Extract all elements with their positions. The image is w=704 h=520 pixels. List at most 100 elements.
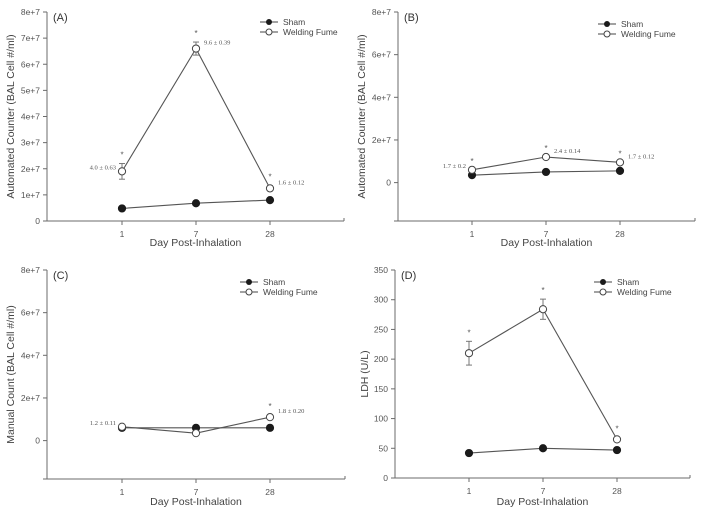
significance-star: * bbox=[470, 157, 473, 166]
legend-marker-welding-fume bbox=[265, 28, 273, 36]
y-tick-label: 4e+7 bbox=[21, 112, 40, 122]
legend-label: Sham bbox=[617, 277, 639, 287]
y-tick-label: 100 bbox=[374, 414, 388, 424]
data-point-welding-fume bbox=[541, 152, 551, 162]
x-tick-label: 28 bbox=[615, 229, 625, 239]
x-tick-label: 7 bbox=[194, 229, 199, 239]
panel-label: (A) bbox=[53, 12, 68, 24]
x-tick-label: 28 bbox=[612, 486, 622, 496]
value-annotation: 1.7 ± 0.2 bbox=[443, 163, 466, 170]
data-point-welding-fume bbox=[265, 184, 275, 193]
y-tick-label: 350 bbox=[374, 265, 388, 275]
y-tick-label: 300 bbox=[374, 295, 388, 305]
legend-label: Welding Fume bbox=[617, 287, 672, 297]
significance-star: * bbox=[615, 425, 618, 434]
y-tick-label: 2e+7 bbox=[21, 393, 40, 403]
y-tick-label: 8e+7 bbox=[372, 7, 391, 17]
significance-star: * bbox=[268, 402, 271, 411]
y-tick-label: 4e+7 bbox=[372, 92, 391, 102]
y-tick-label: 6e+7 bbox=[372, 50, 391, 60]
y-tick-label: 8e+7 bbox=[21, 7, 40, 17]
data-point-sham bbox=[538, 444, 548, 453]
data-point-welding-fume bbox=[265, 413, 275, 422]
x-tick-label: 7 bbox=[194, 487, 199, 497]
value-annotation: 1.6 ± 0.12 bbox=[278, 179, 304, 186]
x-tick-label: 7 bbox=[541, 486, 546, 496]
value-annotation: 9.6 ± 0.39 bbox=[204, 40, 230, 47]
legend-marker-welding-fume bbox=[245, 288, 253, 296]
y-tick-label: 0 bbox=[383, 473, 388, 483]
x-tick-label: 1 bbox=[470, 229, 475, 239]
y-tick-label: 0 bbox=[35, 436, 40, 446]
value-annotation: 1.7 ± 0.12 bbox=[628, 153, 654, 160]
data-point-welding-fume bbox=[467, 165, 477, 174]
y-tick-label: 250 bbox=[374, 324, 388, 334]
legend-label: Welding Fume bbox=[621, 29, 676, 39]
data-point-welding-fume bbox=[612, 435, 622, 444]
data-point-sham bbox=[265, 423, 275, 432]
panel-label: (B) bbox=[404, 12, 419, 24]
chart-panel-d: 0 50 100 150 200 250 300 350 1 7 28 Day Post-Inhala… bbox=[359, 265, 691, 508]
y-tick-label: 150 bbox=[374, 384, 388, 394]
data-point-sham bbox=[612, 445, 622, 455]
data-point-welding-fume bbox=[117, 167, 127, 176]
data-point-sham bbox=[615, 166, 625, 175]
significance-star: * bbox=[268, 173, 271, 182]
y-tick-label: 2e+7 bbox=[372, 135, 391, 145]
y-tick-label: 4e+7 bbox=[21, 350, 40, 360]
legend-marker-sham bbox=[600, 279, 606, 285]
legend-label: Welding Fume bbox=[263, 287, 318, 297]
significance-star: * bbox=[120, 151, 123, 160]
significance-star: * bbox=[544, 144, 547, 153]
data-point-welding-fume bbox=[191, 429, 201, 438]
chart-panel-c: 0 2e+7 4e+7 6e+7 8e+7 1 7 28 Day Post-Inhalation… bbox=[5, 265, 346, 508]
legend-marker-sham bbox=[246, 279, 252, 285]
panel-label: (C) bbox=[53, 270, 68, 282]
panel-label: (D) bbox=[401, 270, 416, 282]
x-tick-label: 7 bbox=[544, 229, 549, 239]
legend-label: Sham bbox=[263, 277, 285, 287]
x-tick-label: 28 bbox=[265, 487, 275, 497]
y-axis-title: LDH (U/L) bbox=[359, 350, 371, 397]
y-tick-label: 6e+7 bbox=[21, 308, 40, 318]
y-tick-label: 6e+7 bbox=[21, 59, 40, 69]
legend-marker-sham bbox=[266, 19, 272, 25]
series-line-welding-fume bbox=[468, 308, 618, 440]
significance-star: * bbox=[194, 29, 197, 38]
chart-panel-a: 0 1e+7 2e+7 3e+7 4e+7 5e+7 6e+7 7e+7 8e+7 1 7 28 Day… bbox=[5, 7, 345, 249]
x-axis-title: Day Post-Inhalation bbox=[150, 237, 242, 249]
y-tick-label: 0 bbox=[386, 178, 391, 188]
y-tick-label: 50 bbox=[379, 443, 389, 453]
value-annotation: 1.8 ± 0.20 bbox=[278, 408, 304, 415]
y-tick-label: 5e+7 bbox=[21, 85, 40, 95]
data-point-sham bbox=[265, 196, 275, 205]
significance-star: * bbox=[467, 328, 470, 337]
value-annotation: 2.4 ± 0.14 bbox=[554, 148, 581, 155]
y-tick-label: 2e+7 bbox=[21, 164, 40, 174]
series-line-welding-fume bbox=[121, 47, 271, 189]
data-point-welding-fume bbox=[464, 349, 474, 358]
y-tick-label: 200 bbox=[374, 354, 388, 364]
x-tick-label: 1 bbox=[120, 229, 125, 239]
y-axis-title: Automated Counter (BAL Cell #/ml) bbox=[356, 34, 368, 198]
y-axis-title: Manual Count (BAL Cell #/ml) bbox=[5, 305, 17, 444]
data-point-welding-fume bbox=[538, 305, 548, 314]
x-axis-title: Day Post-Inhalation bbox=[501, 237, 593, 249]
y-tick-label: 8e+7 bbox=[21, 265, 40, 275]
legend-marker-sham bbox=[604, 21, 610, 27]
x-tick-label: 28 bbox=[265, 229, 275, 239]
data-point-sham bbox=[541, 167, 551, 177]
data-point-sham bbox=[191, 199, 201, 208]
legend-label: Welding Fume bbox=[283, 27, 338, 37]
y-tick-label: 3e+7 bbox=[21, 138, 40, 148]
legend-label: Sham bbox=[283, 17, 305, 27]
chart-panel-b: 0 2e+7 4e+7 6e+7 8e+7 1 7 28 Day Post-Inhalation… bbox=[356, 7, 696, 249]
data-point-welding-fume bbox=[117, 422, 127, 431]
x-tick-label: 1 bbox=[120, 487, 125, 497]
significance-star: * bbox=[618, 149, 621, 158]
x-axis-title: Day Post-Inhalation bbox=[150, 496, 242, 508]
